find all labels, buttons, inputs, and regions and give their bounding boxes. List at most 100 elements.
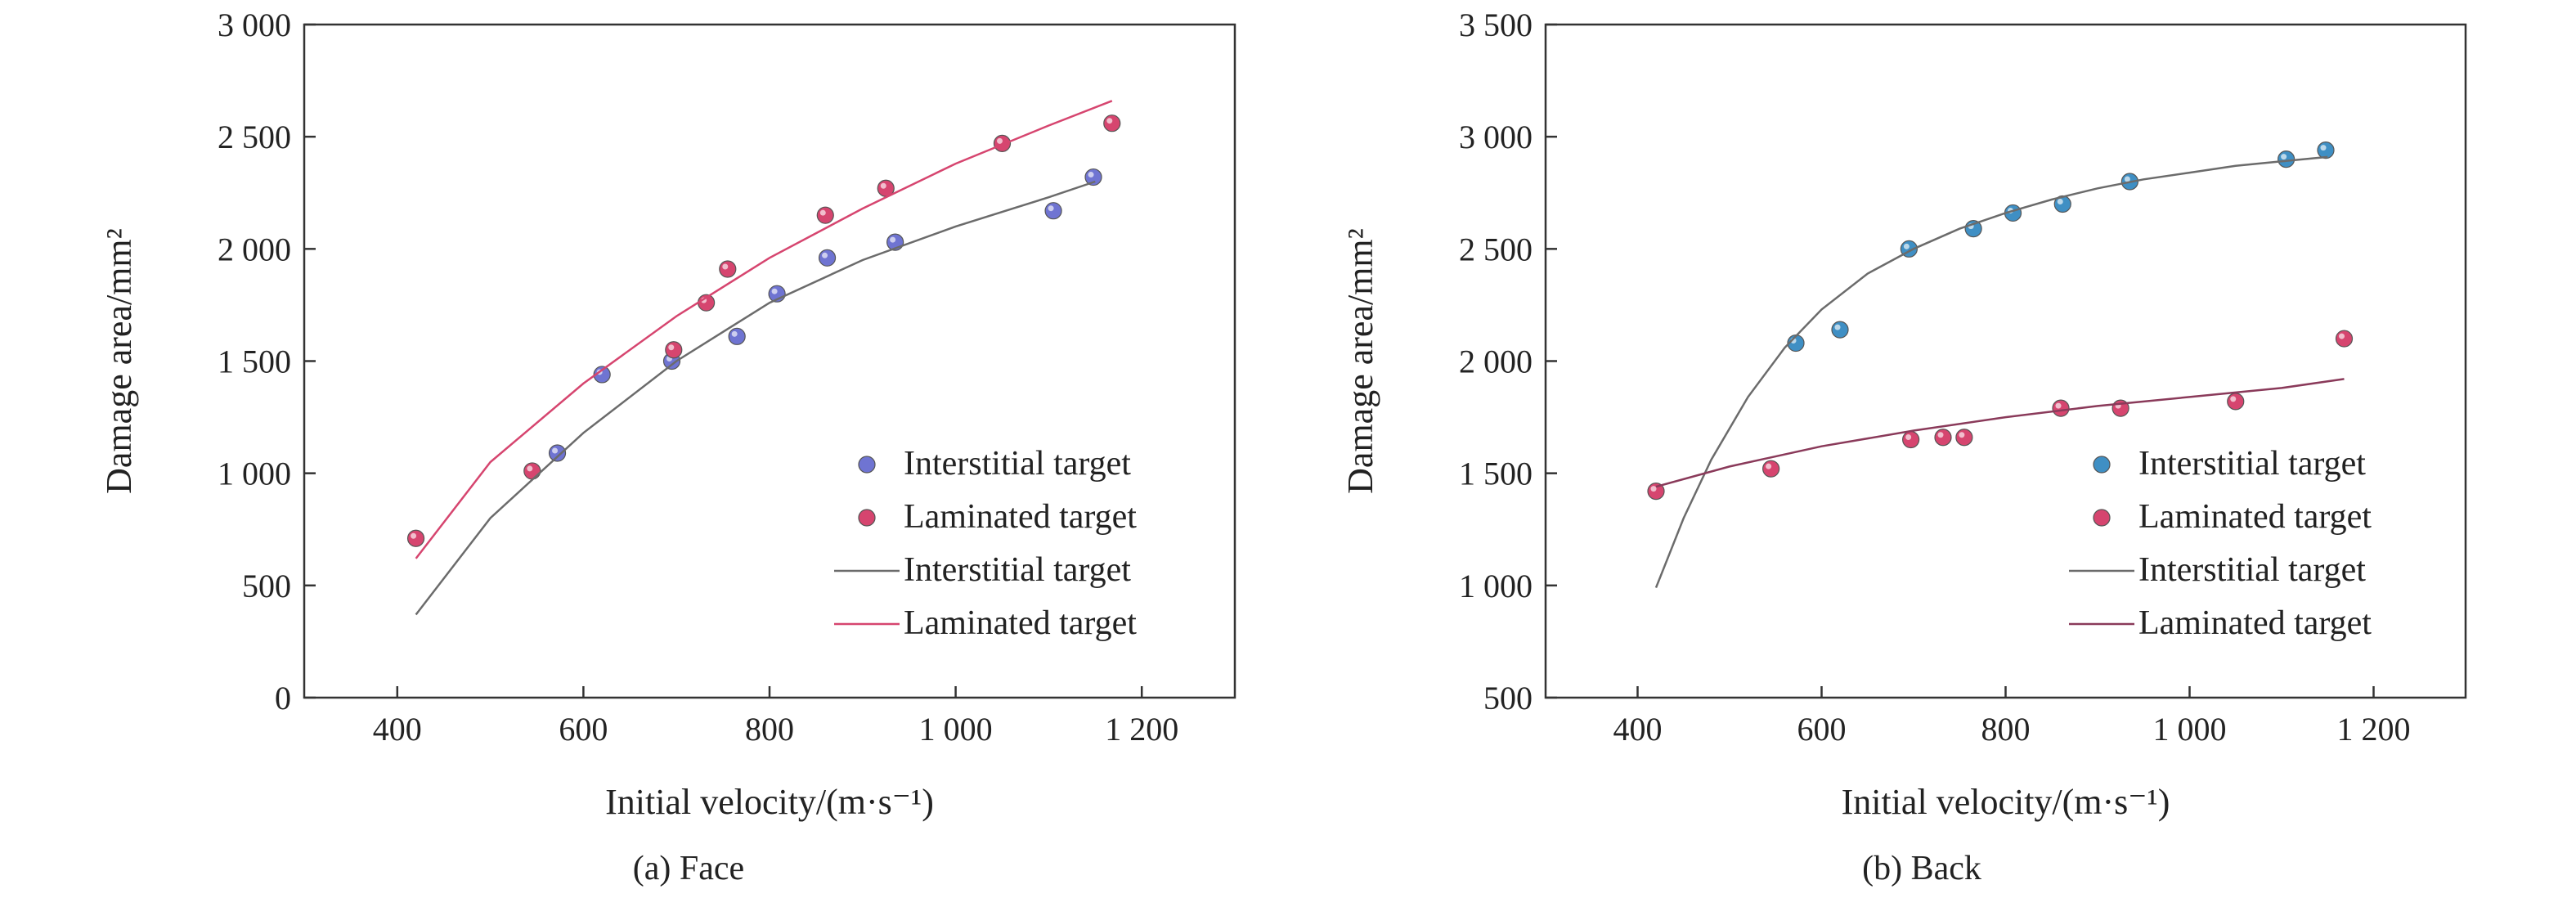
data-point-interstitial bbox=[2317, 141, 2335, 159]
y-tick-label: 3 500 bbox=[1459, 7, 1533, 43]
legend-marker-laminated bbox=[2093, 509, 2111, 527]
legend-label: Laminated target bbox=[2138, 604, 2372, 642]
legend-marker-laminated bbox=[858, 509, 876, 527]
data-point-highlight bbox=[1905, 434, 1912, 441]
panel-caption: (b) Back bbox=[1862, 850, 1981, 887]
data-point-highlight bbox=[552, 447, 559, 454]
data-point-laminated bbox=[2335, 330, 2354, 348]
plot-frame bbox=[303, 23, 1236, 699]
y-tick-label: 1 500 bbox=[1459, 456, 1533, 492]
legend-label: Laminated target bbox=[2138, 498, 2372, 536]
data-point-highlight bbox=[822, 252, 828, 258]
x-tick-label: 400 bbox=[373, 711, 422, 748]
y-tick-label: 1 000 bbox=[1459, 568, 1533, 604]
y-tick-label: 1 000 bbox=[218, 456, 291, 492]
y-tick-label: 3 000 bbox=[218, 7, 291, 43]
data-point-highlight bbox=[2230, 396, 2237, 402]
data-point-highlight bbox=[1088, 172, 1094, 178]
data-point-highlight bbox=[1959, 432, 1965, 438]
data-point-laminated bbox=[1762, 460, 1780, 478]
data-point-highlight bbox=[2057, 198, 2063, 204]
data-point-highlight bbox=[1937, 432, 1944, 438]
x-tick-label: 1 200 bbox=[1105, 711, 1178, 748]
data-point-highlight bbox=[2124, 176, 2130, 182]
data-point-laminated bbox=[1902, 430, 1920, 449]
data-point-highlight bbox=[1834, 324, 1841, 330]
data-point-laminated bbox=[1103, 114, 1121, 132]
y-axis-title: Damage area/mm² bbox=[99, 228, 139, 494]
x-tick-label: 1 200 bbox=[2337, 711, 2411, 748]
x-tick-label: 800 bbox=[745, 711, 794, 748]
plot-frame bbox=[1544, 23, 2467, 699]
data-point-laminated bbox=[993, 134, 1012, 152]
legend-label: Interstitial target bbox=[904, 445, 1131, 483]
y-axis-title: Damage area/mm² bbox=[1340, 228, 1380, 494]
data-point-highlight bbox=[731, 330, 738, 337]
y-tick-label: 2 500 bbox=[1459, 231, 1533, 267]
legend-label: Laminated target bbox=[904, 604, 1137, 642]
legend-marker-interstitial bbox=[2093, 456, 2111, 474]
y-tick-label: 1 500 bbox=[218, 343, 291, 380]
data-point-highlight bbox=[1650, 486, 1657, 492]
data-point-highlight bbox=[2320, 145, 2327, 151]
data-point-highlight bbox=[2339, 333, 2345, 339]
fit-line-interstitial bbox=[1654, 155, 2328, 589]
data-point-interstitial bbox=[1831, 321, 1849, 339]
data-point-interstitial bbox=[548, 444, 567, 462]
x-tick-label: 1 000 bbox=[919, 711, 993, 748]
x-tick-label: 600 bbox=[1797, 711, 1847, 748]
x-tick-label: 800 bbox=[1981, 711, 2031, 748]
data-point-highlight bbox=[771, 288, 778, 294]
legend-label: Interstitial target bbox=[2138, 551, 2366, 589]
data-point-highlight bbox=[1766, 463, 1772, 469]
panel-caption: (a) Face bbox=[633, 850, 744, 887]
data-point-laminated bbox=[2227, 393, 2245, 411]
data-point-highlight bbox=[890, 236, 896, 243]
chart-panel-face: 400 600 800 1 000 1 200 0 500 1 000 1 500 2 000 2 … bbox=[99, 7, 1236, 887]
legend-label: Laminated target bbox=[904, 498, 1137, 536]
x-tick-label: 600 bbox=[559, 711, 608, 748]
x-axis-title: Initial velocity/(m·s⁻¹) bbox=[605, 782, 934, 822]
y-tick-label: 500 bbox=[1483, 680, 1533, 716]
legend-label: Interstitial target bbox=[2138, 445, 2366, 483]
data-point-highlight bbox=[722, 263, 729, 270]
data-point-highlight bbox=[997, 137, 1003, 144]
fit-line-interstitial bbox=[415, 180, 1096, 616]
data-point-laminated bbox=[816, 206, 834, 224]
data-point-interstitial bbox=[728, 327, 746, 345]
data-point-highlight bbox=[2281, 154, 2287, 160]
fit-line-laminated bbox=[1655, 378, 2345, 488]
data-point-highlight bbox=[880, 182, 886, 189]
data-point-laminated bbox=[665, 341, 683, 359]
y-tick-label: 3 000 bbox=[1459, 119, 1533, 155]
y-tick-label: 0 bbox=[275, 680, 291, 716]
fit-line-laminated bbox=[415, 100, 1113, 559]
data-point-laminated bbox=[523, 462, 541, 480]
x-tick-label: 400 bbox=[1613, 711, 1663, 748]
y-tick-label: 2 000 bbox=[1459, 343, 1533, 380]
data-point-highlight bbox=[1903, 243, 1910, 249]
data-point-highlight bbox=[668, 344, 675, 351]
data-point-laminated bbox=[1934, 429, 1952, 447]
data-point-interstitial bbox=[2278, 150, 2296, 168]
data-point-highlight bbox=[1106, 118, 1113, 124]
data-point-interstitial bbox=[818, 249, 837, 267]
data-point-highlight bbox=[819, 209, 826, 216]
y-tick-label: 2 500 bbox=[218, 119, 291, 155]
x-tick-label: 1 000 bbox=[2153, 711, 2227, 748]
data-point-laminated bbox=[406, 529, 425, 547]
data-point-highlight bbox=[2055, 402, 2062, 409]
x-axis-title: Initial velocity/(m·s⁻¹) bbox=[1842, 782, 2170, 822]
chart-panel-back: 400 600 800 1 000 1 200 500 1 000 1 500 2 000 2 5… bbox=[1340, 7, 2467, 887]
y-tick-label: 2 000 bbox=[218, 231, 291, 267]
data-point-laminated bbox=[719, 260, 737, 278]
data-point-highlight bbox=[1048, 205, 1054, 212]
data-point-interstitial bbox=[1044, 202, 1062, 220]
data-point-laminated bbox=[2052, 399, 2070, 417]
legend-label: Interstitial target bbox=[904, 551, 1131, 589]
y-tick-label: 500 bbox=[242, 568, 291, 604]
legend-marker-interstitial bbox=[858, 456, 876, 474]
data-point-laminated bbox=[1955, 429, 1973, 447]
data-point-highlight bbox=[411, 532, 417, 539]
